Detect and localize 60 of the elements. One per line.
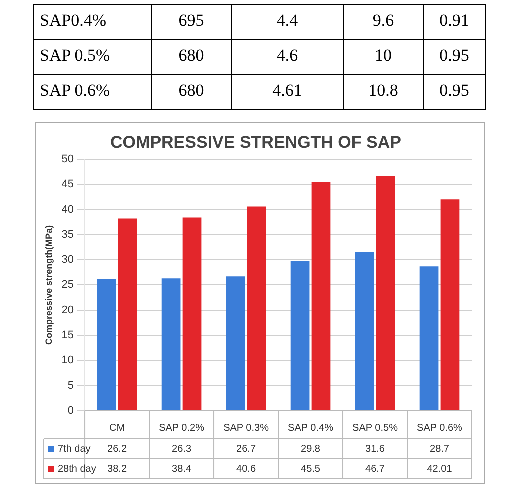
text: SAP 0.5% [34,40,152,75]
bar [376,176,396,410]
data-label: 31.6 [366,444,386,455]
bar [290,261,310,410]
bar [182,218,202,410]
text: 10 [344,40,424,75]
chart-title: COMPRESSIVE STRENGTH OF SAP [110,132,402,152]
bar [162,278,181,410]
bar [420,266,439,410]
data-label: 40.6 [236,464,256,475]
bar [312,182,331,410]
data-label: 38.4 [172,464,192,475]
bar [97,279,116,410]
bar [355,252,374,410]
data-label: 42.01 [427,464,453,475]
bar [440,200,460,410]
text: 4.6 [232,40,344,75]
x-tick-label: SAP 0.5% [352,422,398,434]
data-label: 26.7 [236,444,256,455]
y-tick-label: 0 [68,405,74,418]
data-label: 46.7 [366,464,386,475]
data-label: 26.2 [108,444,128,455]
y-tick-label: 45 [62,178,74,191]
x-tick-label: SAP 0.2% [159,422,205,434]
y-tick-label: 5 [68,380,74,392]
y-tick-label: 50 [62,153,74,166]
bar [226,276,246,410]
x-tick-label: SAP 0.3% [224,422,270,434]
y-tick-label: 15 [62,330,74,342]
text: 0.91 [424,5,486,40]
x-tick-label: SAP 0.6% [417,422,463,434]
text: 4.4 [232,5,344,40]
data-label: 38.2 [108,464,128,475]
data-label: 45.5 [301,464,321,475]
y-tick-label: 25 [62,279,74,292]
data-label: 26.3 [172,444,192,455]
text: 9.6 [344,5,424,40]
y-tick-label: 10 [62,354,74,367]
text: 680 [152,75,232,110]
text: 0.95 [424,40,486,75]
legend-label: 28th day [58,464,96,475]
text: SAP0.4% [34,5,152,40]
data-label: 28.7 [430,444,450,455]
x-tick-label: SAP 0.4% [288,422,334,434]
text: 0.95 [424,75,486,110]
text: 680 [152,40,232,75]
text: 4.61 [232,75,344,110]
text: SAP 0.6% [34,75,152,110]
y-tick-label: 40 [62,204,74,216]
legend-label: 7th day [58,444,91,455]
y-axis-title: Compressive strength(MPa) [44,225,54,345]
data-label: 29.8 [301,444,321,455]
text: 695 [152,5,232,40]
y-tick-label: 35 [62,228,74,241]
bar [118,218,138,410]
bar [247,206,266,410]
y-tick-label: 20 [62,304,74,316]
y-tick-label: 30 [62,254,74,266]
text: 10.8 [344,75,424,110]
x-tick-label: CM [110,422,126,434]
